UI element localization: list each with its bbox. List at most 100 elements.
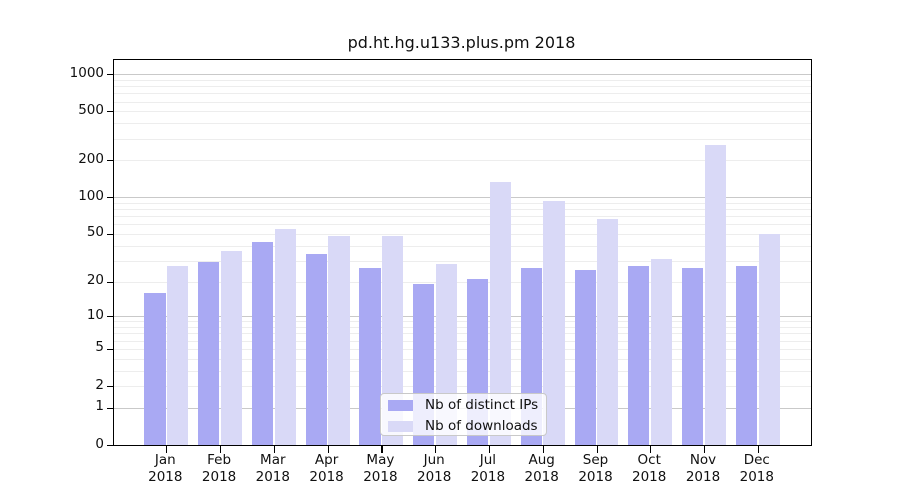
x-tick-mark-mar	[273, 446, 275, 453]
gridline-minor-200	[114, 160, 811, 162]
plot-area	[107, 59, 812, 453]
gridline-minor-4	[114, 358, 811, 360]
bar-nov-downloads	[704, 144, 726, 445]
gridline-major-1000	[114, 74, 811, 76]
y-tick-label-2: 2	[95, 376, 104, 393]
gridline-minor-90	[114, 202, 811, 204]
x-tick-mark-jan	[166, 446, 168, 453]
gridline-minor-60	[114, 224, 811, 226]
y-tick-label-500: 500	[78, 101, 104, 118]
gridline-minor-40	[114, 245, 811, 247]
chart-title: pd.ht.hg.u133.plus.pm 2018	[347, 33, 576, 52]
gridline-minor-700	[114, 93, 811, 95]
bar-may-downloads	[382, 236, 404, 445]
legend-row-distinct-ips: Nb of distinct IPs	[381, 395, 546, 415]
bar-dec-downloads	[758, 233, 780, 445]
y-tick-label-10: 10	[86, 306, 104, 323]
y-tick-label-50: 50	[86, 224, 104, 241]
bar-mar-downloads	[274, 228, 296, 445]
legend-label-distinct-ips: Nb of distinct IPs	[425, 397, 539, 413]
legend-swatch-distinct-ips	[388, 400, 413, 411]
x-tick-mark-jun	[435, 446, 437, 453]
gridline-minor-5	[114, 348, 811, 350]
bar-apr-downloads	[328, 236, 350, 445]
gridline-major-10	[114, 316, 811, 318]
gridline-minor-7	[114, 333, 811, 335]
x-tick-label-mar: Mar 2018	[255, 452, 290, 485]
gridline-minor-50	[114, 233, 811, 235]
gridline-minor-800	[114, 86, 811, 88]
bar-mar-distinct-ips	[251, 241, 274, 445]
y-tick-label-100: 100	[78, 187, 104, 204]
bar-may-distinct-ips	[359, 268, 381, 445]
x-tick-label-apr: Apr 2018	[309, 452, 344, 485]
x-tick-label-jan: Jan 2018	[148, 452, 183, 485]
x-tick-label-sep: Sep 2018	[578, 452, 613, 485]
y-tick-label-1: 1	[95, 398, 104, 415]
y-tick-mark-500	[107, 111, 114, 113]
y-tick-mark-100	[107, 197, 114, 199]
gridline-minor-9	[114, 321, 811, 323]
bar-oct-distinct-ips	[628, 266, 650, 445]
x-tick-label-may: May 2018	[363, 452, 398, 485]
y-tick-mark-1000	[107, 74, 114, 76]
y-tick-mark-2	[107, 386, 114, 388]
gridline-minor-8	[114, 327, 811, 329]
x-tick-mark-sep	[596, 446, 598, 453]
gridline-minor-300	[114, 138, 811, 140]
gridline-minor-3	[114, 370, 811, 372]
gridline-major-100	[114, 197, 811, 199]
legend-swatch-downloads	[388, 421, 413, 432]
gridline-minor-70	[114, 216, 811, 218]
legend: Nb of distinct IPs Nb of downloads	[380, 393, 547, 436]
x-tick-mark-dec	[757, 446, 759, 453]
x-tick-mark-aug	[542, 446, 544, 453]
x-tick-mark-nov	[704, 446, 706, 453]
x-tick-label-feb: Feb 2018	[201, 452, 237, 485]
gridline-minor-30	[114, 260, 811, 262]
bar-jul-downloads	[489, 182, 511, 445]
bar-feb-downloads	[220, 251, 243, 445]
gridline-minor-80	[114, 209, 811, 211]
y-tick-mark-50	[107, 233, 114, 236]
y-tick-mark-200	[107, 160, 114, 162]
bar-dec-distinct-ips	[735, 266, 758, 445]
gridline-minor-20	[114, 281, 811, 283]
x-tick-label-nov: Nov 2018	[685, 452, 721, 485]
gridline-minor-400	[114, 123, 811, 125]
x-tick-label-dec: Dec 2018	[739, 452, 774, 485]
x-tick-label-jul: Jul 2018	[470, 452, 506, 485]
bar-oct-downloads	[650, 259, 673, 445]
gridline-minor-600	[114, 101, 811, 103]
x-tick-label-oct: Oct 2018	[632, 452, 667, 485]
x-tick-mark-jul	[488, 446, 491, 453]
y-tick-mark-1	[107, 407, 114, 409]
bar-sep-downloads	[597, 218, 619, 445]
y-tick-label-200: 200	[78, 150, 104, 167]
y-tick-label-1000: 1000	[69, 64, 104, 81]
x-tick-label-jun: Jun 2018	[417, 452, 452, 485]
bar-aug-downloads	[543, 201, 565, 445]
bar-feb-distinct-ips	[198, 262, 220, 445]
y-tick-mark-20	[107, 281, 114, 283]
y-tick-mark-0	[107, 445, 114, 447]
y-tick-label-5: 5	[95, 339, 104, 356]
y-tick-label-0: 0	[95, 435, 104, 452]
x-tick-mark-feb	[220, 446, 222, 453]
gridline-minor-2	[114, 386, 811, 387]
bar-apr-distinct-ips	[305, 254, 327, 445]
x-tick-mark-may	[381, 446, 383, 453]
bar-nov-distinct-ips	[682, 268, 704, 445]
legend-label-downloads: Nb of downloads	[425, 418, 538, 434]
legend-row-downloads: Nb of downloads	[381, 416, 546, 436]
gridline-minor-6	[114, 340, 811, 342]
x-tick-mark-oct	[650, 446, 652, 453]
bar-sep-distinct-ips	[574, 270, 596, 445]
y-tick-mark-5	[107, 348, 114, 350]
bar-jan-distinct-ips	[144, 292, 166, 445]
gridline-minor-900	[114, 79, 811, 81]
bar-jan-downloads	[167, 266, 189, 445]
x-tick-mark-apr	[327, 446, 329, 453]
y-tick-mark-10	[107, 316, 114, 318]
